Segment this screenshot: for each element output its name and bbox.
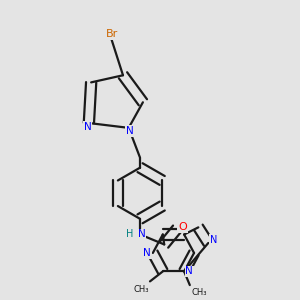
Text: N: N: [185, 266, 193, 276]
Text: N: N: [210, 235, 218, 245]
Text: O: O: [178, 222, 187, 233]
Text: Br: Br: [106, 29, 118, 39]
Text: N: N: [84, 122, 91, 132]
Text: CH₃: CH₃: [133, 285, 148, 294]
Text: N: N: [138, 230, 145, 239]
Text: H: H: [126, 230, 133, 239]
Text: N: N: [143, 248, 151, 258]
Text: N: N: [126, 126, 134, 136]
Text: CH₃: CH₃: [191, 289, 207, 298]
